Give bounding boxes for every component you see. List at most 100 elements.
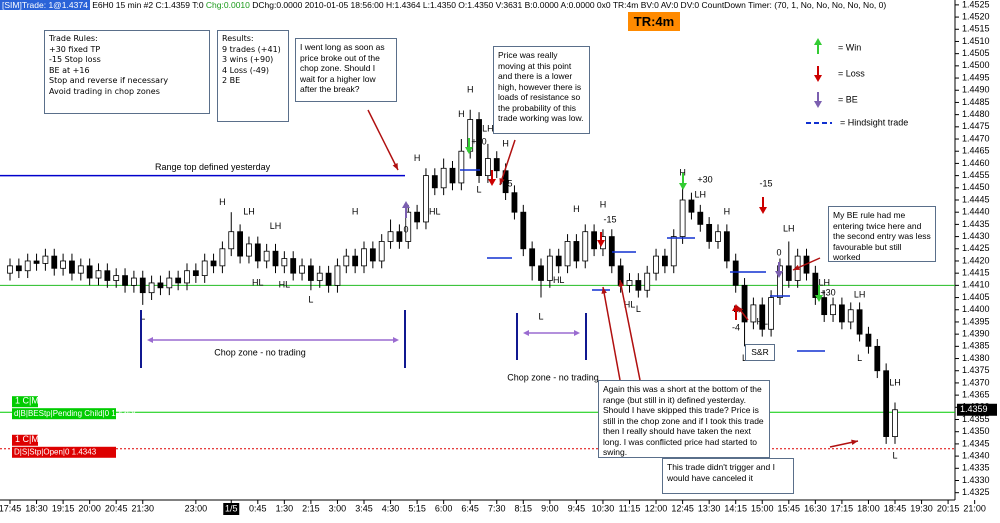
swing-label: H: [679, 168, 686, 178]
header: [SIM]Trade: 1@1.4374 E6H0 15 min #2 C:1.…: [0, 0, 886, 11]
candle-body: [281, 258, 288, 267]
legend-arrow-head: [814, 75, 822, 82]
candle-body: [662, 255, 668, 267]
candle-body: [493, 158, 500, 172]
swing-label: LH: [482, 124, 494, 134]
candle-body: [228, 231, 235, 250]
swing-label: H: [573, 204, 580, 214]
candle-body: [706, 223, 713, 242]
x-tick-label: 23:00: [185, 503, 208, 513]
x-tick-label: 21:00: [963, 503, 986, 513]
candle-body: [237, 231, 244, 257]
candle-body: [201, 260, 208, 277]
chop-label: Chop zone - no trading: [507, 372, 599, 382]
candle-body: [387, 231, 394, 242]
y-tick-label: 1.4410: [962, 280, 990, 290]
rules-line: Avoid trading in chop zones: [49, 86, 160, 96]
x-tick-label: 4:30: [382, 503, 400, 513]
candle-body: [254, 243, 261, 262]
y-tick-label: 1.4340: [962, 450, 990, 460]
candle-body: [334, 265, 341, 286]
candle-body: [104, 270, 111, 281]
y-tick-label: 1.4470: [962, 133, 990, 143]
y-tick-label: 1.4500: [962, 60, 990, 70]
candle-body: [139, 277, 146, 294]
candle-body: [759, 304, 766, 330]
rules-line: -15 Stop loss: [49, 55, 101, 64]
swing-label: H: [219, 197, 226, 207]
trade-label: -15: [759, 178, 772, 188]
swing-label: H: [414, 153, 421, 163]
note-box: Again this was a short at the bottom of …: [598, 380, 770, 458]
legend-label: = BE: [838, 94, 858, 104]
note-pointer-head: [793, 264, 800, 270]
trade-arrow-head: [759, 207, 767, 214]
swing-label: LH: [783, 224, 795, 234]
y-tick-label: 1.4435: [962, 219, 990, 229]
candle-body: [538, 265, 544, 281]
y-tick-label: 1.4515: [962, 24, 990, 34]
candle-body: [502, 170, 509, 194]
candle-body: [263, 250, 270, 262]
candle-body: [60, 260, 66, 269]
swing-label: H: [724, 207, 731, 217]
candle-body: [440, 167, 447, 189]
candle-body: [246, 243, 252, 257]
x-tick-label: 18:30: [25, 503, 48, 513]
candle-body: [361, 248, 367, 267]
x-tick-label: 10:30: [592, 503, 615, 513]
x-tick-label: 0:45: [249, 503, 267, 513]
candle-body: [405, 211, 412, 242]
candle-body: [210, 260, 217, 267]
swing-label: HL: [279, 280, 291, 290]
candle-body: [484, 158, 491, 177]
swing-label: LH: [270, 221, 282, 231]
x-tick-label: 17:45: [0, 503, 21, 513]
candle-body: [431, 175, 438, 189]
y-tick-label: 1.4420: [962, 255, 990, 265]
candle-body: [865, 333, 872, 347]
last-price-label: 1.4359: [960, 404, 988, 414]
x-tick-label: 14:15: [724, 503, 747, 513]
candle-body: [77, 265, 84, 274]
x-tick-label: 12:45: [671, 503, 694, 513]
y-tick-label: 1.4350: [962, 426, 990, 436]
note-box: This trade didn't trigger and I would ha…: [662, 458, 794, 494]
x-tick-label: 7:30: [488, 503, 506, 513]
swing-label: H: [352, 207, 359, 217]
x-tick-label: 19:30: [910, 503, 933, 513]
candle-body: [458, 150, 465, 184]
x-tick-label: 20:15: [937, 503, 960, 513]
candle-body: [369, 248, 376, 262]
candle-body: [529, 248, 536, 267]
candle-body: [741, 284, 748, 323]
note-pointer: [367, 109, 399, 171]
x-tick-label: 19:15: [52, 503, 75, 513]
trade-label: -15: [499, 178, 512, 188]
x-tick-label: 6:00: [435, 503, 453, 513]
x-tick-label: 8:15: [515, 503, 533, 513]
legend-label: = Loss: [838, 68, 865, 78]
candle-body: [7, 265, 13, 274]
y-tick-label: 1.4510: [962, 36, 990, 46]
swing-label: HL: [756, 316, 768, 326]
x-tick-label: 1:30: [276, 503, 294, 513]
x-tick-label: 15:45: [778, 503, 801, 513]
swing-label: HL: [429, 207, 441, 217]
rules-box: Trade Rules: +30 fixed TP -15 Stop loss BE …: [44, 30, 210, 114]
candle-body: [113, 275, 120, 281]
y-tick-label: 1.4415: [962, 268, 990, 278]
legend-arrow-head: [814, 101, 822, 108]
y-tick-label: 1.4490: [962, 85, 990, 95]
last-price-tag: [957, 403, 997, 416]
candle-body: [316, 272, 323, 281]
candle-body: [688, 199, 695, 213]
candle-body: [892, 409, 898, 437]
swing-label: H: [467, 85, 474, 95]
candle-body: [166, 277, 173, 289]
candle-body: [839, 304, 845, 323]
x-tick-label: 2:15: [302, 503, 320, 513]
trade-arrow-head: [465, 147, 473, 154]
candle-body: [546, 255, 553, 281]
